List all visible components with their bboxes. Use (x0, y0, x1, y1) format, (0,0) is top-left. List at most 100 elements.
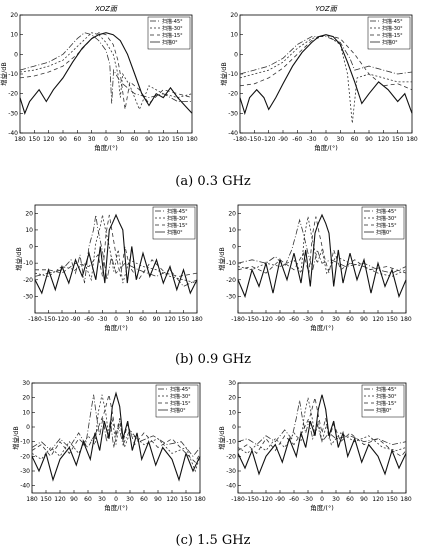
y-tick-label: -20 (226, 453, 236, 460)
y-tick-label: -10 (226, 260, 236, 267)
x-tick-label: -90 (275, 496, 285, 503)
x-tick-label: 60 (351, 136, 359, 143)
y-tick-label: -30 (226, 468, 236, 475)
caption-row-1: (a) 0.3 GHz (175, 174, 251, 189)
x-tick-label: 60 (84, 496, 92, 503)
y-axis-label: 增益/dB (14, 247, 23, 271)
legend-box (152, 206, 196, 240)
y-tick-label: 0 (26, 424, 30, 431)
legend-entry: 扫描-30° (376, 215, 397, 222)
series-line-2 (237, 216, 407, 277)
legend-entry: 扫描-30° (170, 393, 191, 400)
y-tick-label: -20 (226, 277, 236, 284)
legend-entry: 扫描-15° (376, 222, 397, 229)
x-tick-label: -60 (84, 316, 94, 323)
x-tick-label: -180 (233, 136, 247, 143)
x-tick-label: -120 (262, 136, 276, 143)
legend-entry: 扫描0° (376, 407, 392, 414)
y-tick-label: 20 (10, 12, 18, 19)
y-axis-label: 增益/dB (219, 62, 228, 86)
legend-entry: 扫描-45° (162, 18, 183, 25)
chart-c-left: 180 150 120 90 60 30 0 30 60 90 120 150 180-40-30-20… (11, 380, 206, 512)
x-tick-label: 90 (59, 136, 67, 143)
y-tick-label: 20 (228, 210, 236, 217)
y-tick-label: -10 (228, 71, 238, 78)
x-tick-label: 150 (386, 316, 398, 323)
x-tick-label: 180 (26, 496, 38, 503)
x-tick-label: 30 (332, 496, 340, 503)
y-axis-label: 增益/dB (217, 426, 226, 450)
x-tick-label: 120 (372, 316, 384, 323)
x-axis-label: 角度/(°) (310, 323, 334, 332)
x-tick-label: 0 (114, 496, 118, 503)
x-tick-label: 120 (372, 496, 384, 503)
y-tick-label: 20 (228, 395, 236, 402)
x-tick-label: 30 (126, 316, 134, 323)
caption-row-2: (b) 0.9 GHz (175, 352, 251, 367)
series-line-1 (237, 400, 407, 446)
x-tick-label: 90 (154, 496, 162, 503)
series-line-3 (237, 397, 407, 457)
y-tick-label: 0 (234, 51, 238, 58)
series-line-3 (35, 214, 198, 281)
y-tick-label: 0 (232, 424, 236, 431)
y-tick-label: 10 (228, 227, 236, 234)
series-line-3 (31, 394, 201, 463)
legend-entry: 扫描-15° (382, 32, 403, 39)
y-tick-label: 0 (232, 244, 236, 251)
y-tick-label: 20 (22, 395, 30, 402)
x-tick-label: 180 (191, 316, 203, 323)
chart-title: YOZ面 (315, 5, 337, 13)
legend-entry: 扫描0° (382, 39, 398, 46)
x-tick-label: 150 (29, 136, 41, 143)
x-tick-label: 90 (360, 316, 368, 323)
x-axis-label: 角度/(°) (94, 143, 118, 152)
x-tick-label: 150 (392, 136, 404, 143)
y-tick-label: 10 (25, 227, 33, 234)
x-tick-label: -30 (307, 136, 317, 143)
x-tick-label: -180 (231, 316, 245, 323)
x-tick-label: 90 (365, 136, 373, 143)
x-tick-label: -30 (303, 316, 313, 323)
legend-entry: 扫描0° (170, 407, 186, 414)
x-tick-label: 90 (153, 316, 161, 323)
y-tick-label: -10 (23, 260, 33, 267)
x-tick-label: -120 (259, 316, 273, 323)
series-line-4 (31, 391, 201, 482)
legend-entry: 扫描0° (162, 39, 178, 46)
legend-entry: 扫描-45° (167, 208, 188, 215)
x-tick-label: 120 (166, 496, 178, 503)
x-tick-label: 180 (400, 496, 412, 503)
y-tick-label: -10 (8, 71, 18, 78)
legend-entry: 扫描-15° (376, 400, 397, 407)
y-tick-label: -30 (8, 110, 18, 117)
legend-box (361, 206, 405, 240)
x-tick-label: 120 (158, 136, 170, 143)
y-tick-label: 30 (22, 380, 30, 387)
x-tick-label: 30 (126, 496, 134, 503)
x-tick-label: 180 (186, 136, 198, 143)
legend-box (367, 16, 411, 50)
legend-entry: 扫描-30° (382, 25, 403, 32)
y-tick-label: -30 (226, 293, 236, 300)
x-tick-label: -120 (259, 496, 273, 503)
x-tick-label: 0 (114, 316, 118, 323)
y-tick-label: -40 (226, 483, 236, 490)
x-tick-label: -150 (245, 316, 259, 323)
x-tick-label: 120 (378, 136, 390, 143)
x-tick-label: 30 (337, 136, 345, 143)
y-axis-label: 增益/dB (0, 62, 8, 86)
x-axis-label: 角度/(°) (104, 503, 128, 512)
chart-c-right: -180 -150 -120 -90 -60 -30 0 30 60 90 120 150 180 -40… (217, 380, 412, 512)
chart-b-right: -180 -150 -120 -90 -60 -30 0 30 60 90 120 150 180 -30… (217, 204, 412, 332)
x-tick-label: 180 (14, 136, 26, 143)
x-tick-label: -30 (98, 316, 108, 323)
legend-entry: 扫描-15° (167, 222, 188, 229)
y-tick-label: -20 (20, 453, 30, 460)
x-tick-label: 0 (324, 136, 328, 143)
x-tick-label: 150 (40, 496, 52, 503)
series-line-4 (239, 34, 413, 116)
series-line-4 (237, 213, 407, 299)
chart-b-left: -180 -150 -120 -90 -60 -30 0 30 60 90 120 150 180 -30… (14, 204, 203, 332)
